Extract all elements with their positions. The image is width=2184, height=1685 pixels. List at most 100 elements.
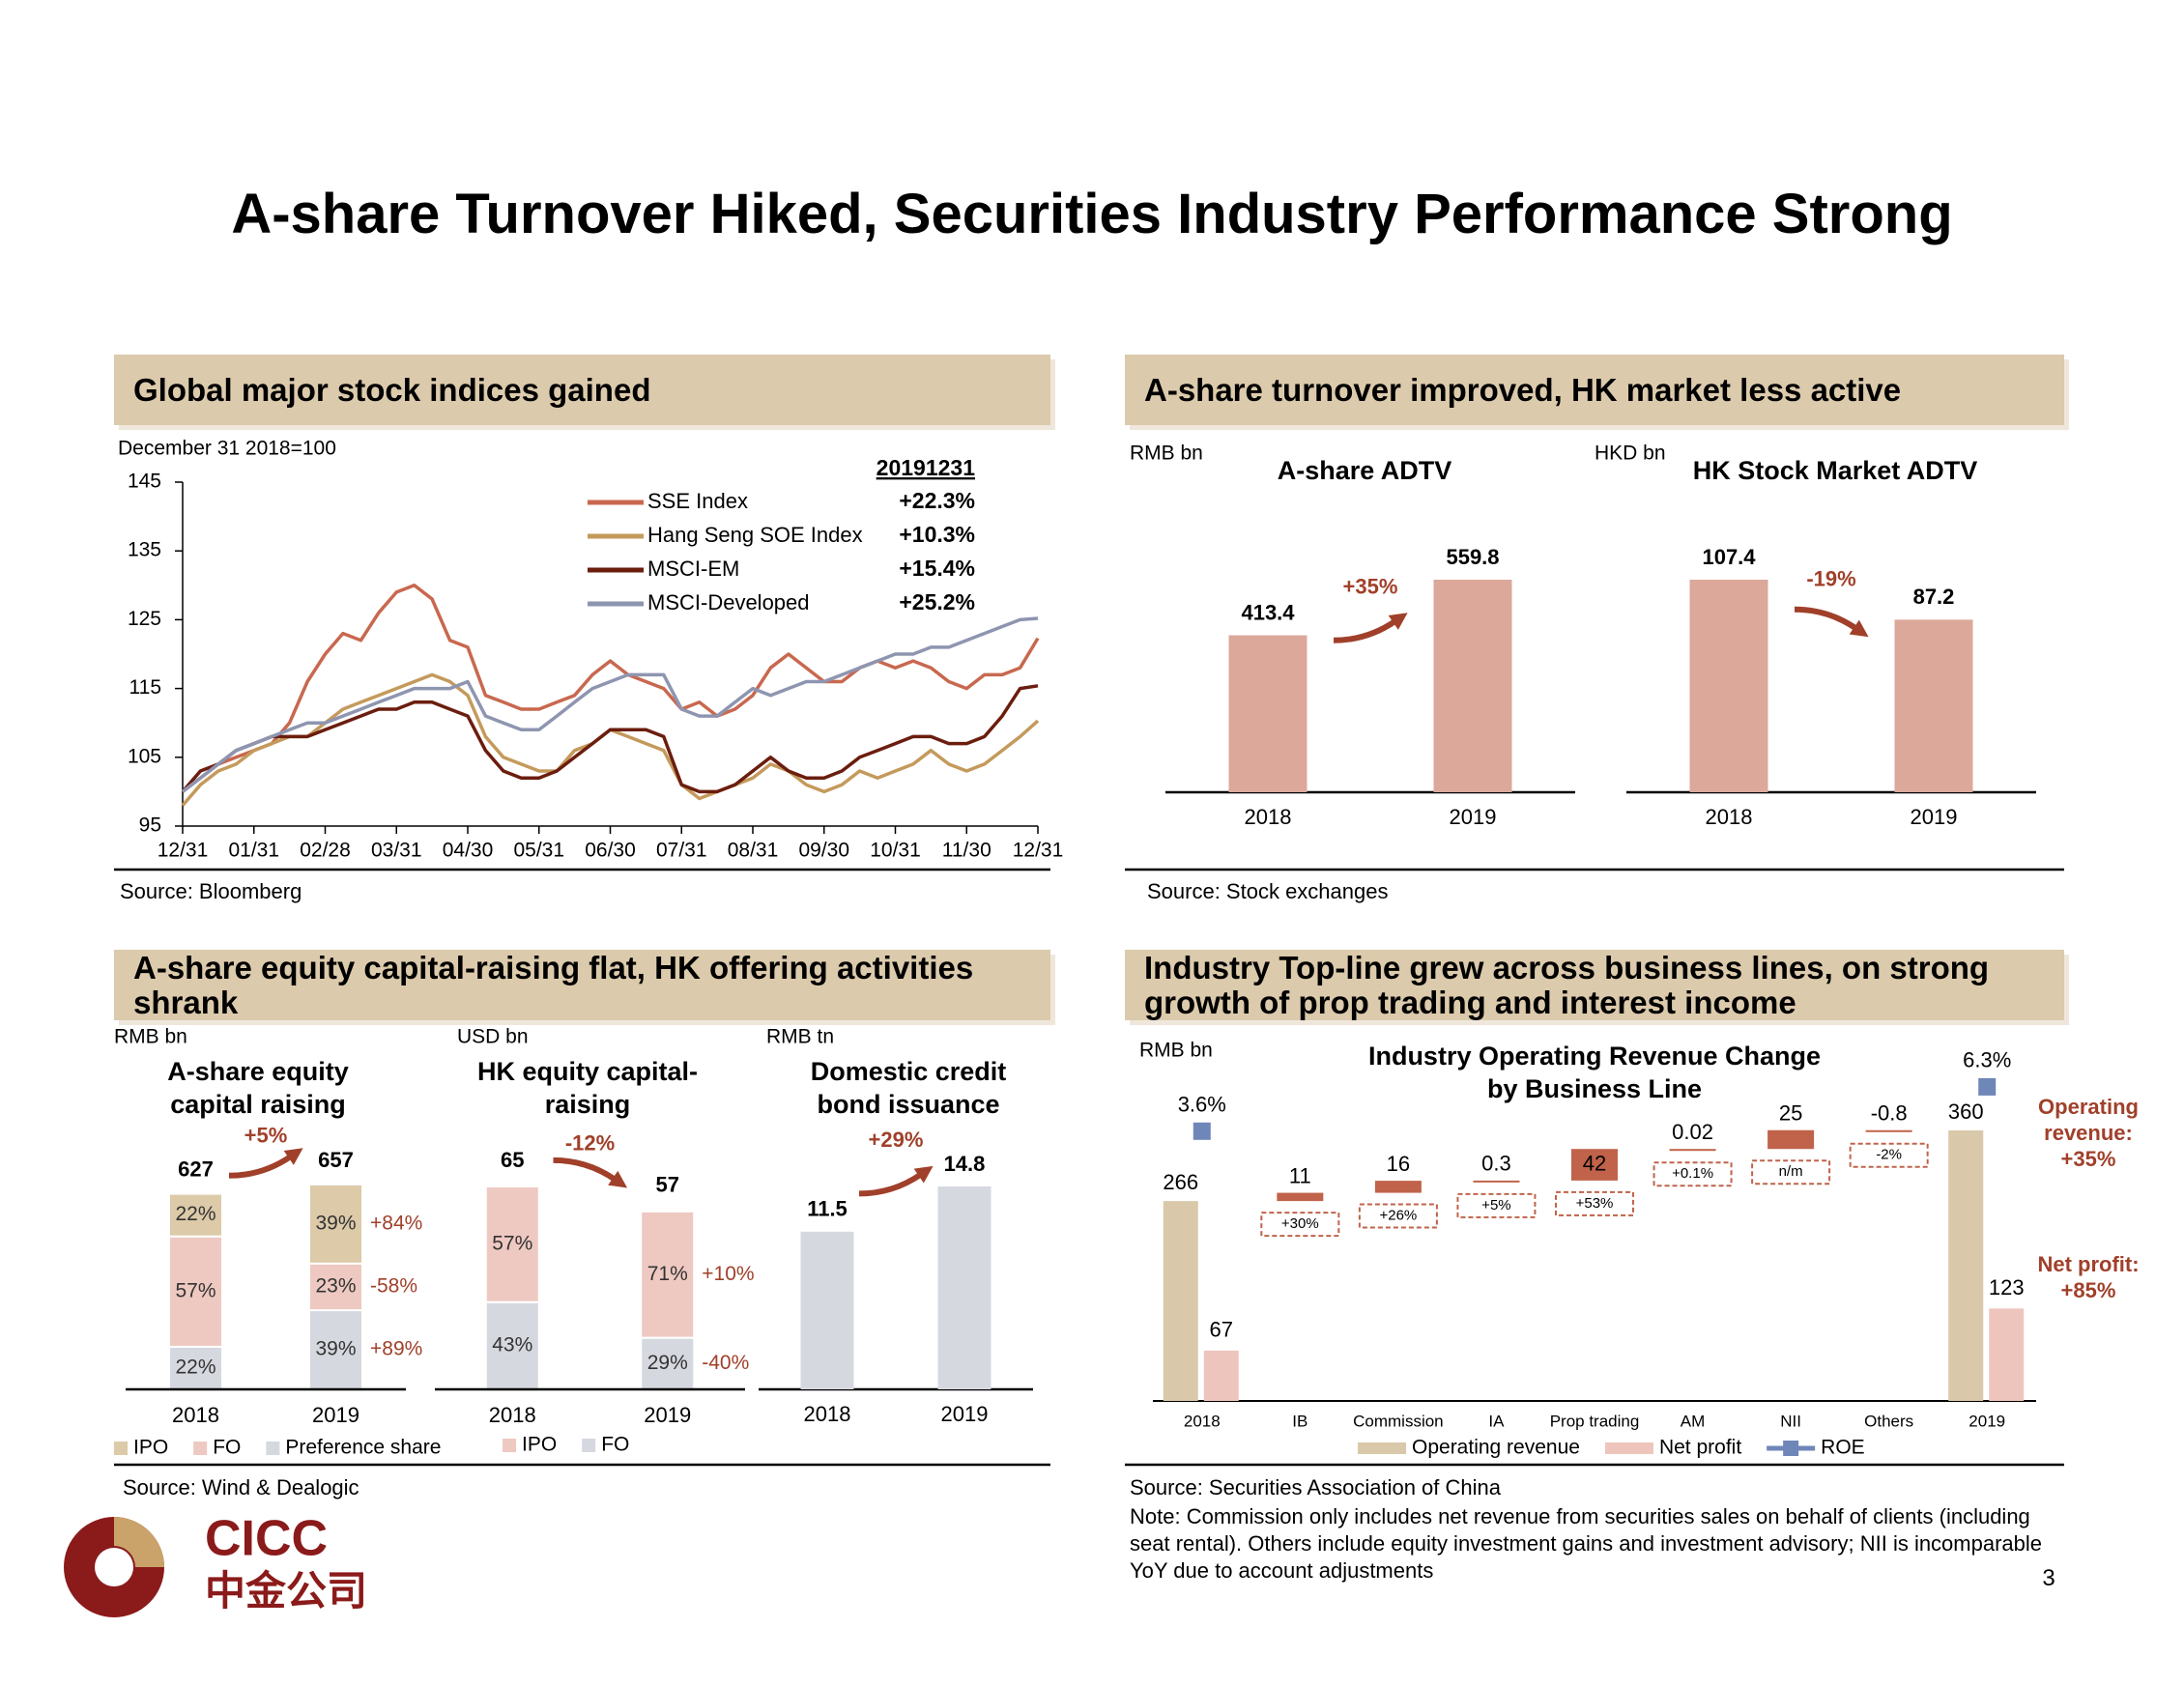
x-tick-label: IB (1292, 1412, 1308, 1430)
growth-arrow-head (1849, 619, 1869, 638)
change-box (1652, 1161, 1733, 1187)
bar (1948, 1130, 1984, 1401)
growth-arrow-head (283, 1148, 303, 1165)
change-value: -0.8 (1871, 1101, 1908, 1126)
panel-source: Source: Bloomberg (120, 879, 302, 903)
bar-segment (168, 1192, 223, 1238)
panel-heading: A-share equity capital-raising flat, HK … (133, 949, 974, 1020)
x-tick-label: 09/30 (798, 840, 849, 862)
series-line (181, 584, 1040, 793)
roe-marker (1193, 1122, 1211, 1140)
panel-source: Source: Stock exchanges (1147, 879, 1389, 903)
change-box (1751, 1159, 1831, 1185)
legend-swatch (266, 1442, 280, 1455)
y-axis-label: December 31 2018=100 (118, 438, 336, 460)
change-value: 11 (1289, 1163, 1311, 1187)
heading-band (1125, 355, 2064, 425)
growth-arrow-head (913, 1165, 934, 1184)
legend-change: +22.3% (899, 488, 975, 513)
panel-note: Note: Commission only includes net reven… (1130, 1504, 2043, 1583)
panel-heading: Global major stock indices gained (133, 371, 651, 408)
chart-title: A-share equity capital raising (167, 1057, 349, 1119)
logo: CICC 中金公司 (64, 1511, 367, 1617)
change-bar (1669, 1149, 1716, 1152)
x-tick-label: Prop trading (1550, 1412, 1640, 1430)
growth-label: +29% (869, 1128, 924, 1152)
change-value: 16 (1387, 1152, 1410, 1176)
x-tick-label: 2018 (1184, 1412, 1221, 1430)
growth-label: +35% (1343, 575, 1398, 599)
legend-header: 20191231 (876, 455, 976, 480)
change-box (1260, 1212, 1340, 1238)
change-label: +0.1% (1672, 1165, 1713, 1182)
total-label: 657 (318, 1148, 354, 1172)
y-tick-label: 145 (128, 471, 161, 493)
heading-band (114, 355, 1050, 425)
value-label: 413.4 (1241, 600, 1295, 624)
change-box (1358, 1203, 1438, 1229)
value-label: 87.2 (1913, 585, 1955, 609)
growth-label: -12% (565, 1131, 615, 1156)
logo-name: CICC (205, 1511, 328, 1567)
change-bar (1865, 1129, 1912, 1132)
change-value: 25 (1779, 1101, 1802, 1126)
growth-label: +5% (244, 1124, 288, 1148)
x-tick-label: 06/30 (585, 840, 636, 862)
x-tick-label: 2019 (1450, 805, 1497, 829)
annotation: Operating revenue: +35% (2038, 1095, 2139, 1171)
growth-arrow (1333, 618, 1397, 643)
x-tick-label: AM (1681, 1412, 1706, 1430)
total-label: 57 (656, 1173, 679, 1197)
bar-segment (308, 1183, 363, 1265)
x-tick-label: NII (1780, 1412, 1801, 1430)
segment-change: +84% (370, 1212, 422, 1234)
chart-title: Industry Operating Revenue Change by Bus… (1367, 1042, 1822, 1103)
x-tick-label: 04/30 (443, 840, 494, 862)
value-label: 107.4 (1702, 545, 1756, 569)
legend-swatch (503, 1439, 516, 1452)
legend-label: Operating revenue (1412, 1437, 1580, 1459)
total-label: 65 (501, 1148, 524, 1172)
segment-label: 39% (315, 1212, 356, 1234)
change-box (1555, 1190, 1634, 1216)
change-label: +5% (1481, 1197, 1510, 1214)
x-tick-label: 07/31 (656, 840, 707, 862)
legend-swatch (114, 1442, 128, 1455)
change-label: +30% (1281, 1215, 1319, 1232)
y-tick-label: 115 (129, 676, 161, 699)
x-tick-label: 12/31 (1013, 840, 1064, 862)
page-number: 3 (2042, 1565, 2055, 1591)
series-line (181, 684, 1039, 794)
panel-source: Source: Wind & Dealogic (123, 1475, 359, 1499)
value-label: 11.5 (807, 1197, 848, 1221)
bar-segment (640, 1210, 696, 1339)
growth-arrow-head (1388, 613, 1408, 630)
x-tick-label: 2018 (1245, 805, 1292, 829)
segment-label: 39% (315, 1338, 356, 1360)
legend-label: FO (601, 1434, 629, 1456)
x-tick-label: 2018 (804, 1402, 851, 1426)
segment-label: 71% (647, 1263, 688, 1285)
x-tick-label: 05/31 (513, 840, 564, 862)
bar-segment (308, 1262, 363, 1312)
change-bar (1767, 1129, 1815, 1150)
y-tick-label: 125 (128, 608, 161, 630)
change-label: +26% (1379, 1208, 1417, 1224)
bar (1894, 619, 1973, 792)
segment-label: 57% (175, 1279, 216, 1301)
unit-label: RMB tn (766, 1026, 834, 1048)
segment-change: -58% (370, 1274, 417, 1297)
change-bar (1374, 1181, 1422, 1193)
segment-label: 22% (175, 1203, 216, 1225)
bar (1163, 1201, 1198, 1401)
unit-label: USD bn (457, 1026, 529, 1048)
change-box (1849, 1142, 1929, 1168)
legend-swatch (1604, 1442, 1653, 1454)
unit-label: HKD bn (1595, 443, 1666, 465)
bar-segment (484, 1185, 540, 1303)
change-box (1456, 1192, 1537, 1218)
legend-label: SSE Index (647, 489, 748, 513)
segment-label: 43% (492, 1333, 532, 1356)
